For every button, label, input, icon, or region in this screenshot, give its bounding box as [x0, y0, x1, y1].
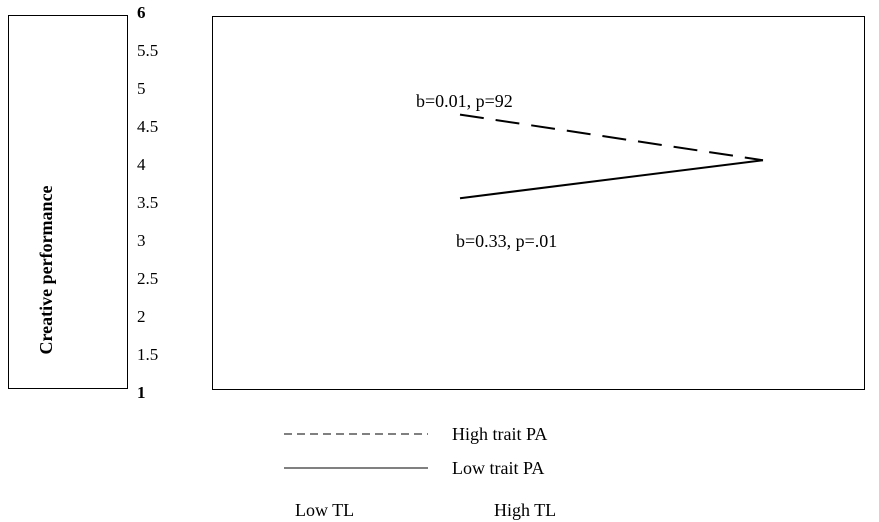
y-tick-label: 1 [137, 383, 146, 402]
legend-label: High trait PA [452, 424, 547, 444]
y-axis-label-box [8, 15, 128, 389]
legend: High trait PA Low trait PA [284, 424, 547, 478]
series-layer [459, 113, 764, 200]
y-tick-label: 5.5 [137, 41, 158, 60]
plot-area [212, 16, 865, 390]
y-tick-label: 5 [137, 79, 146, 98]
y-tick-label: 4.5 [137, 117, 158, 136]
y-tick-label: 4 [137, 155, 146, 174]
series-line-low-trait-pa [459, 159, 764, 200]
y-tick-label: 2 [137, 307, 146, 326]
y-axis-ticks: 1 1.5 2 2.5 3 3.5 4 4.5 5 5.5 6 [137, 3, 158, 402]
y-tick-label: 3 [137, 231, 146, 250]
y-tick-label: 6 [137, 3, 146, 22]
y-tick-label: 2.5 [137, 269, 158, 288]
annotation-low-pa: b=0.33, p=.01 [456, 231, 557, 251]
series-line-high-trait-pa [459, 113, 764, 162]
y-tick-label: 1.5 [137, 345, 158, 364]
x-category-high-tl: High TL [494, 500, 556, 520]
legend-label: Low trait PA [452, 458, 544, 478]
y-axis-label: Creative performance [36, 185, 56, 354]
x-category-low-tl: Low TL [295, 500, 354, 520]
y-tick-label: 3.5 [137, 193, 158, 212]
annotation-high-pa: b=0.01, p=92 [416, 91, 513, 111]
